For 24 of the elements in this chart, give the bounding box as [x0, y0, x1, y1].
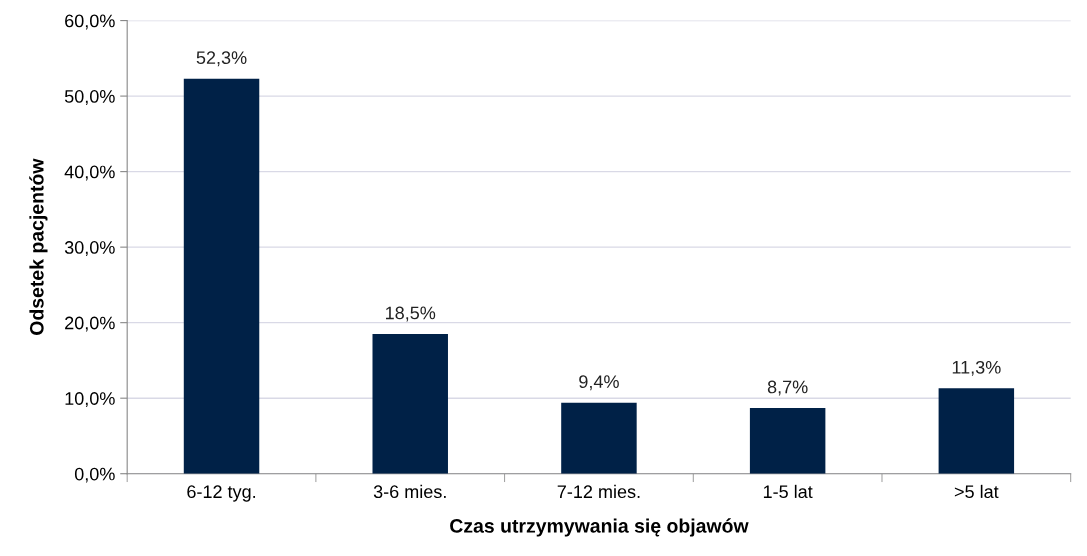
y-axis-title: Odsetek pacjentów: [29, 158, 48, 335]
x-tick-label: 1-5 lat: [763, 484, 813, 499]
x-tick-label: 3-6 mies.: [373, 484, 446, 499]
y-tick-label: 40,0%: [64, 165, 115, 181]
y-tick-label: 0,0%: [74, 467, 115, 483]
y-tick-label: 60,0%: [65, 14, 115, 30]
y-tick-label: 10,0%: [65, 392, 115, 408]
data-label: 18,5%: [386, 306, 436, 322]
bar: [561, 402, 637, 474]
x-tick-label: >5 lat: [954, 484, 999, 499]
data-label: 11,3%: [952, 360, 1001, 376]
y-tick-label: 30,0%: [64, 241, 115, 256]
bar: [938, 388, 1015, 474]
data-label: 9,4%: [579, 375, 619, 391]
y-tick-label: 50,0%: [64, 90, 115, 105]
x-tick-label: 7-12 mies.: [557, 484, 640, 499]
data-label: 8,7%: [767, 380, 808, 396]
x-tick-label: 6-12 tyg.: [187, 485, 256, 502]
x-axis-title: Czas utrzymywania się objawów: [450, 518, 749, 537]
bar: [372, 333, 448, 474]
bar: [183, 78, 260, 474]
y-tick-label: 20,0%: [65, 316, 115, 332]
data-label: 52,3%: [196, 51, 247, 67]
bar: [749, 408, 826, 474]
